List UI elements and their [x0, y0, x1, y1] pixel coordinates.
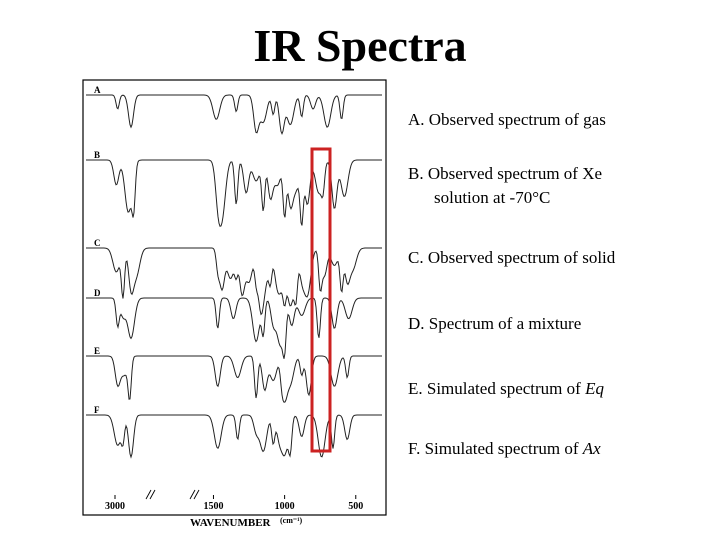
- legend-italic-e: Eq: [585, 379, 604, 398]
- series-label-d: D: [94, 288, 101, 298]
- axis-break-mark: [149, 489, 156, 500]
- spectrum-trace-e: [86, 355, 382, 403]
- legend-item-f: F. Simulated spectrum of Ax: [408, 437, 601, 461]
- legend-italic-f: Ax: [582, 439, 601, 458]
- x-axis-unit: (cm⁻¹): [280, 516, 303, 525]
- plot-frame: [82, 79, 387, 516]
- axis-break-marks: [145, 489, 200, 500]
- legend-item-c: C. Observed spectrum of solid: [408, 246, 615, 270]
- spectrum-trace-f: [86, 414, 382, 459]
- legend-text-b-line2: solution at -70°C: [434, 188, 551, 207]
- legend-item-b: B. Observed spectrum of Xe solution at -…: [408, 162, 602, 210]
- legend-text-c: C. Observed spectrum of solid: [408, 248, 616, 267]
- legend-item-e: E. Simulated spectrum of Eq: [408, 377, 604, 401]
- legend-text-a: A. Observed spectrum of gas: [408, 110, 606, 129]
- x-tick-label: 3000: [105, 501, 125, 512]
- axis-break-mark: [189, 489, 196, 500]
- highlight-box: [310, 147, 332, 453]
- legend-text-d: D. Spectrum of a mixture: [408, 314, 582, 333]
- series-label-a: A: [94, 85, 101, 95]
- series-label-f: F: [94, 405, 100, 415]
- series-label-e: E: [94, 346, 100, 356]
- legend-text-b: B. Observed spectrum of Xe: [408, 164, 603, 183]
- legend-text-e: E. Simulated spectrum of: [408, 379, 586, 398]
- x-axis-ticks: 3000 1500 1000 500: [105, 495, 363, 512]
- x-tick-label: 1500: [203, 501, 223, 512]
- spectrum-trace-d: [86, 297, 382, 359]
- spectrum-trace-b: [86, 159, 382, 227]
- spectra-traces: [86, 94, 382, 459]
- x-tick-label: 500: [348, 501, 363, 512]
- legend-item-d: D. Spectrum of a mixture: [408, 312, 581, 336]
- series-label-b: B: [94, 150, 100, 160]
- slide-title: IR Spectra: [253, 20, 467, 71]
- legend-item-a: A. Observed spectrum of gas: [408, 108, 606, 132]
- legend-text-f: F. Simulated spectrum of: [408, 439, 583, 458]
- series-label-c: C: [94, 238, 101, 248]
- spectrum-trace-a: [86, 94, 382, 136]
- x-axis-label: WAVENUMBER: [190, 517, 272, 529]
- axis-break-mark: [145, 489, 152, 500]
- spectrum-trace-c: [86, 247, 382, 316]
- x-tick-label: 1000: [275, 501, 295, 512]
- axis-break-mark: [193, 489, 200, 500]
